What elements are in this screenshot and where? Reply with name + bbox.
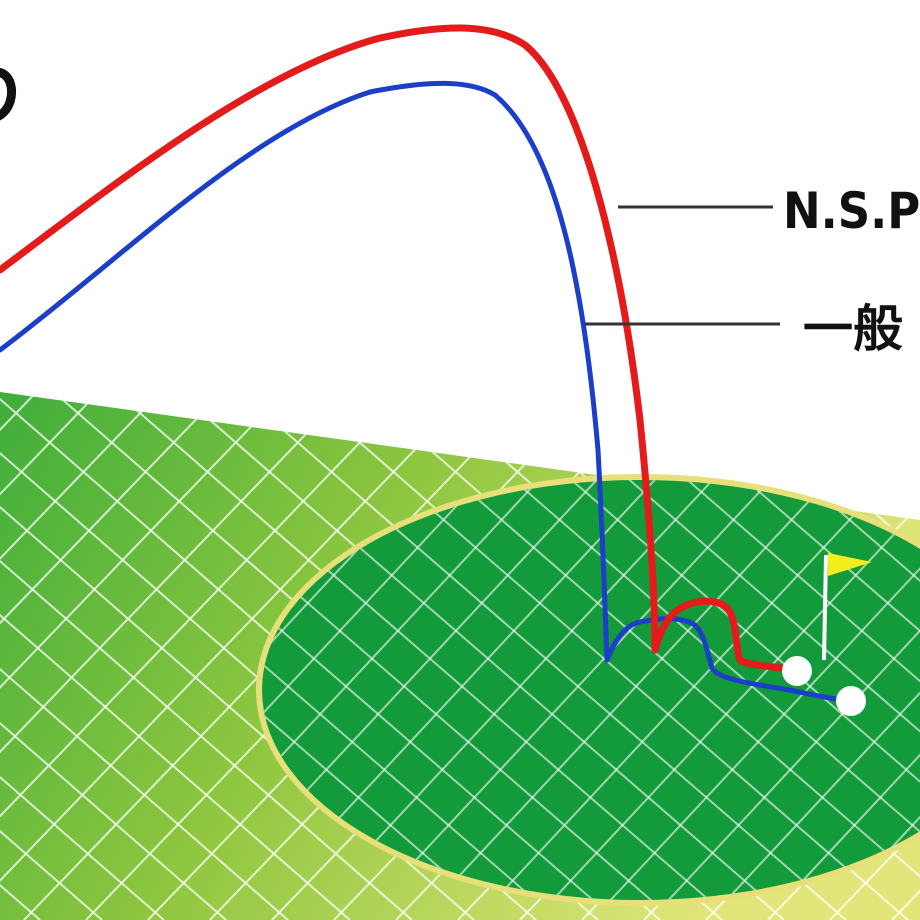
grid-line	[262, 480, 607, 900]
grid-line	[0, 392, 413, 920]
grid-line	[0, 392, 227, 920]
grid-line	[0, 392, 173, 920]
green-surface	[262, 480, 920, 900]
flag-banner	[828, 553, 872, 576]
grid-line	[707, 480, 920, 900]
grid-line	[501, 480, 920, 900]
grid-line	[617, 480, 920, 900]
grid-line	[0, 392, 421, 920]
red-trajectory-label: N.S.P	[783, 182, 920, 240]
grid-line	[262, 480, 549, 900]
grid-line	[0, 392, 235, 920]
grid-line	[385, 480, 907, 900]
grid-line	[0, 392, 289, 920]
green-grid	[262, 480, 920, 900]
grid-line	[0, 392, 359, 920]
grid-line	[0, 392, 351, 920]
red-trajectory-line	[0, 24, 799, 674]
grid-line	[443, 480, 920, 900]
grid-line	[262, 480, 491, 900]
grid-line	[262, 480, 617, 900]
grid-line	[0, 392, 111, 920]
grid-line	[0, 392, 165, 920]
flag-icon	[822, 553, 872, 661]
grid-line	[823, 480, 920, 900]
grid-line	[475, 480, 897, 900]
blue-trajectory-label: 一般	[803, 300, 903, 358]
cropped-glyph	[0, 68, 16, 121]
grid-line	[262, 480, 501, 900]
flag-pole	[822, 554, 828, 661]
grid-line	[733, 480, 920, 900]
grid-line	[0, 392, 297, 920]
grid-line	[262, 480, 559, 900]
grid-line	[765, 480, 920, 900]
putting-green	[256, 474, 920, 906]
grid-line	[533, 480, 920, 900]
golf-ball-icon	[782, 656, 812, 686]
grid-line	[262, 480, 675, 900]
grid-line	[327, 480, 849, 900]
grid-line	[0, 392, 483, 920]
blue-trajectory-line	[0, 80, 848, 703]
grid-line	[675, 480, 920, 900]
grid-line	[791, 480, 920, 900]
grid-line	[359, 480, 781, 900]
grid-line	[417, 480, 839, 900]
golf-ball-icon	[836, 686, 866, 716]
